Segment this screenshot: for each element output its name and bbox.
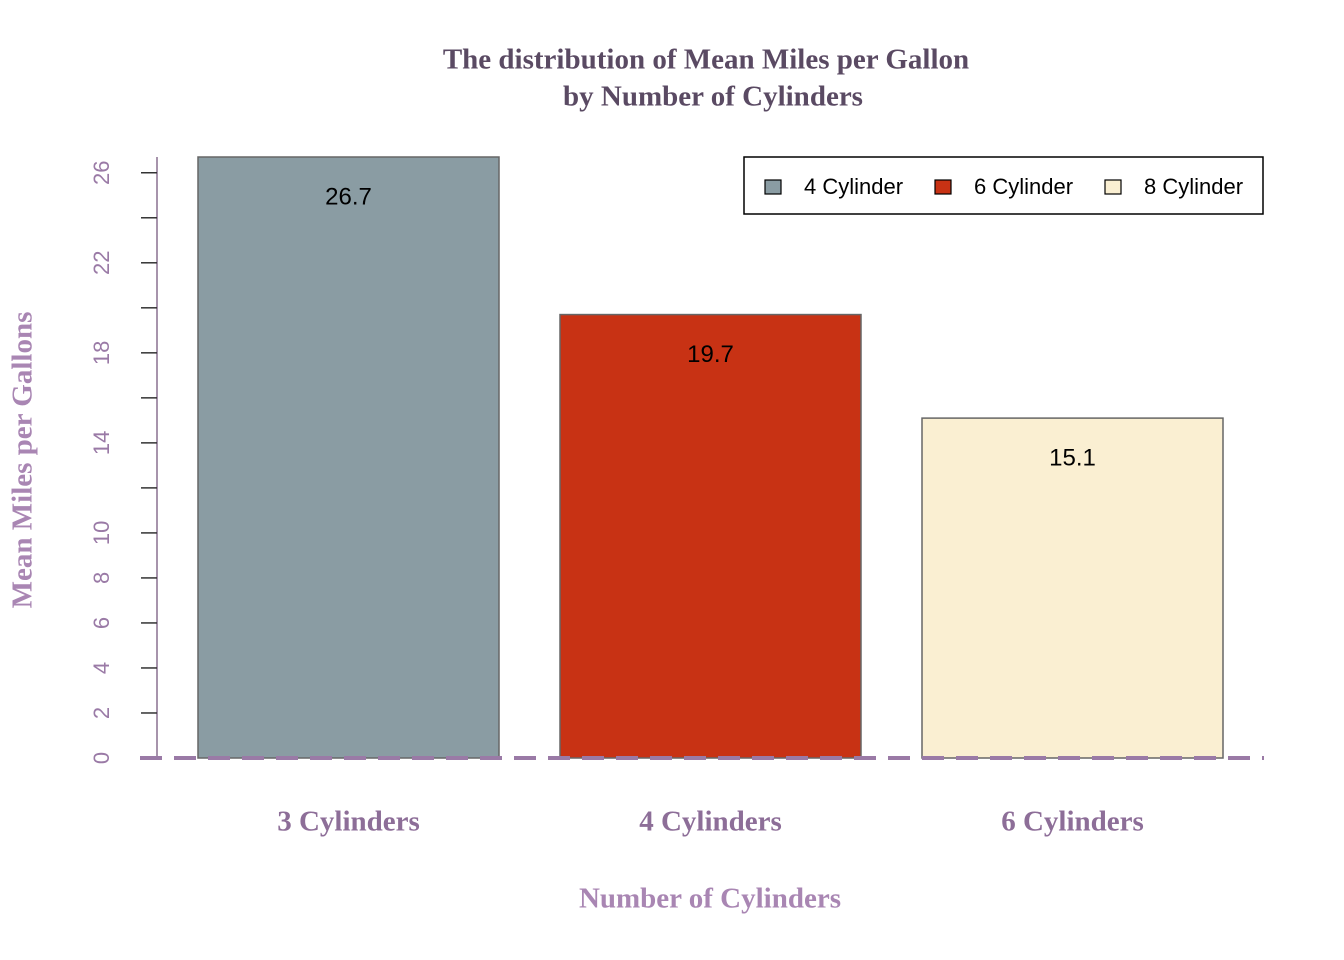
y-tick-label: 22 bbox=[89, 251, 114, 275]
y-tick-label: 2 bbox=[89, 707, 114, 719]
y-tick-label: 18 bbox=[89, 341, 114, 365]
y-tick-label: 26 bbox=[89, 161, 114, 185]
legend-swatch bbox=[1104, 179, 1122, 195]
chart-title: The distribution of Mean Miles per Gallo… bbox=[443, 44, 969, 76]
legend-label: 6 Cylinder bbox=[974, 174, 1073, 199]
legend-swatch bbox=[934, 179, 952, 195]
legend-box bbox=[743, 156, 1264, 215]
value-label: 19.7 bbox=[687, 341, 734, 368]
bar bbox=[559, 313, 862, 759]
bar bbox=[921, 417, 1224, 759]
x-axis-title: Number of Cylinders bbox=[579, 883, 841, 915]
legend-label: 8 Cylinder bbox=[1144, 174, 1243, 199]
y-tick-label: 14 bbox=[89, 431, 114, 455]
bar bbox=[197, 156, 500, 759]
value-label: 15.1 bbox=[1049, 444, 1096, 471]
legend-label: 4 Cylinder bbox=[804, 174, 903, 199]
y-tick-label: 10 bbox=[89, 521, 114, 545]
y-tick-label: 4 bbox=[89, 662, 114, 674]
y-tick-label: 0 bbox=[89, 752, 114, 764]
chart-title: by Number of Cylinders bbox=[563, 81, 863, 113]
x-tick-label: 4 Cylinders bbox=[639, 806, 782, 838]
y-axis-title: Mean Miles per Gallons bbox=[7, 312, 39, 609]
legend-swatch bbox=[764, 179, 782, 195]
x-tick-label: 3 Cylinders bbox=[277, 806, 420, 838]
y-tick-label: 6 bbox=[89, 617, 114, 629]
value-label: 26.7 bbox=[325, 183, 372, 210]
y-tick-label: 8 bbox=[89, 572, 114, 584]
x-tick-label: 6 Cylinders bbox=[1001, 806, 1144, 838]
